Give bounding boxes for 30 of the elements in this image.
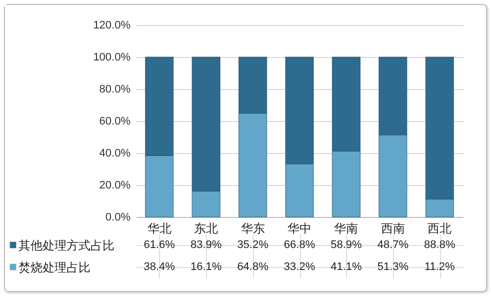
data-label: 61.6% [144,239,176,251]
data-label: 38.4% [144,261,176,273]
data-label: 66.8% [284,239,316,251]
data-label: 11.2% [424,261,456,273]
data-label: 58.9% [330,239,362,251]
y-tick-label: 60.0% [99,116,131,128]
data-label: 41.1% [330,261,362,273]
x-tick-label: 西南 [380,222,405,236]
x-tick-label: 华东 [240,222,265,236]
data-label: 64.8% [237,261,269,273]
data-label: 83.9% [190,239,222,251]
data-label: 88.8% [424,239,456,251]
y-tick-label: 80.0% [99,84,131,96]
data-label: 48.7% [377,239,409,251]
x-tick-label: 华南 [334,222,358,236]
x-tick-label: 西北 [428,222,452,236]
y-tick-label: 0.0% [105,212,131,224]
y-tick-label: 20.0% [99,180,131,192]
data-label: 35.2% [237,239,269,251]
y-tick-label: 120.0% [93,20,131,32]
data-label: 51.3% [377,261,409,273]
legend-label: 焚烧处理占比 [18,260,90,274]
data-label: 16.1% [190,261,222,273]
x-tick-label: 东北 [194,222,218,236]
data-label: 33.2% [284,261,316,273]
y-tick-label: 40.0% [99,148,131,160]
x-tick-label: 华中 [288,222,312,236]
y-tick-label: 100.0% [93,52,131,64]
legend-label: 其他处理方式占比 [18,238,114,252]
x-tick-label: 华北 [147,222,172,236]
